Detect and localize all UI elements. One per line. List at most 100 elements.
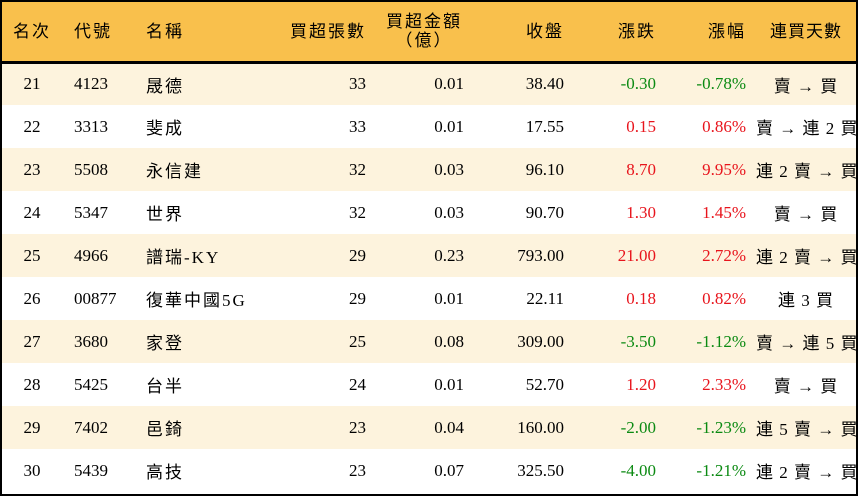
- cell-name: 高技: [146, 463, 184, 482]
- cell-consecutive-days: 連 3 買: [778, 291, 834, 310]
- table-row: 21 4123 晟德 33 0.01 38.40 -0.30 -0.78% 賣 → 買: [2, 62, 856, 105]
- cell-change-pct: 2.33%: [702, 374, 746, 394]
- cell-net-buy-lots: 29: [349, 245, 366, 265]
- cell-net-buy-amount: 0.01: [434, 374, 464, 394]
- cell-net-buy-lots: 33: [349, 116, 366, 136]
- cell-rank: 26: [23, 288, 41, 308]
- cell-consecutive-days: 賣 → 買: [773, 377, 839, 396]
- table-row: 23 5508 永信建 32 0.03 96.10 8.70 9.95% 連 2 賣 → 買: [2, 148, 858, 191]
- cell-code: 5508: [74, 159, 108, 179]
- cell-close: 325.50: [517, 460, 564, 480]
- cell-change-pct: 0.86%: [702, 116, 746, 136]
- cell-rank: 22: [23, 116, 41, 136]
- header-row: 名次 代號 名稱 買超張數 買超金額 （億） 收盤 漲跌 漲幅 連買天數: [2, 2, 856, 62]
- cell-close: 22.11: [526, 288, 564, 308]
- header-rank: 名次: [13, 21, 51, 41]
- cell-change-pct: 2.72%: [702, 245, 746, 265]
- cell-change: -2.00: [620, 417, 656, 437]
- header-name: 名稱: [146, 21, 184, 41]
- table-row: 28 5425 台半 24 0.01 52.70 1.20 2.33% 賣 → 買: [2, 363, 856, 406]
- cell-net-buy-lots: 29: [349, 288, 366, 308]
- table-row: 25 4966 譜瑞-KY 29 0.23 793.00 21.00 2.72% 連 2 賣 →…: [2, 234, 858, 277]
- cell-consecutive-days: 賣 → 連 2 買: [756, 119, 858, 138]
- cell-consecutive-days: 賣 → 買: [773, 76, 839, 96]
- table-row: 29 7402 邑錡 23 0.04 160.00 -2.00 -1.23% 連 5 賣 → 買: [2, 406, 858, 449]
- cell-rank: 28: [23, 374, 41, 394]
- cell-net-buy-amount: 0.01: [434, 116, 464, 136]
- header-net-buy-lots: 買超張數: [290, 21, 366, 41]
- table-row: 27 3680 家登 25 0.08 309.00 -3.50 -1.12% 賣 → 連 5 買: [2, 320, 858, 363]
- cell-change: 0.18: [626, 288, 656, 308]
- table-header: 名次 代號 名稱 買超張數 買超金額 （億） 收盤 漲跌 漲幅 連買天數: [2, 2, 856, 62]
- cell-name: 譜瑞-KY: [146, 248, 221, 267]
- cell-code: 3680: [74, 331, 108, 351]
- cell-net-buy-lots: 33: [349, 74, 366, 94]
- cell-close: 793.00: [517, 245, 564, 265]
- cell-code: 3313: [74, 116, 108, 136]
- cell-consecutive-days: 連 2 賣 → 買: [756, 463, 858, 482]
- header-net-buy-amount-line2: （億）: [395, 31, 453, 51]
- header-change: 漲跌: [618, 21, 656, 41]
- cell-change: 21.00: [617, 245, 656, 265]
- cell-rank: 29: [23, 417, 41, 437]
- cell-change-pct: -1.23%: [696, 417, 746, 437]
- cell-change-pct: 9.95%: [702, 159, 746, 179]
- cell-change-pct: -0.78%: [696, 74, 746, 94]
- cell-code: 5425: [74, 374, 108, 394]
- cell-change-pct: -1.12%: [696, 331, 746, 351]
- cell-close: 160.00: [517, 417, 564, 437]
- cell-rank: 23: [23, 159, 41, 179]
- cell-rank: 30: [23, 460, 41, 480]
- header-consecutive-days: 連買天數: [770, 21, 842, 41]
- cell-code: 00877: [74, 288, 117, 308]
- cell-consecutive-days: 連 5 賣 → 買: [756, 420, 858, 439]
- cell-close: 38.40: [525, 74, 564, 94]
- cell-name: 世界: [146, 205, 184, 224]
- cell-rank: 24: [23, 202, 41, 222]
- cell-net-buy-lots: 23: [349, 417, 366, 437]
- cell-name: 晟德: [146, 76, 184, 96]
- cell-change: 0.15: [626, 116, 656, 136]
- cell-net-buy-amount: 0.23: [434, 245, 464, 265]
- cell-net-buy-lots: 32: [349, 159, 366, 179]
- header-change-pct: 漲幅: [708, 21, 746, 41]
- cell-net-buy-amount: 0.03: [434, 159, 464, 179]
- cell-name: 永信建: [146, 162, 203, 181]
- cell-name: 台半: [146, 377, 184, 396]
- cell-close: 90.70: [525, 202, 564, 222]
- table-body: 21 4123 晟德 33 0.01 38.40 -0.30 -0.78% 賣 → 買 22 331…: [2, 62, 858, 492]
- cell-change-pct: 0.82%: [702, 288, 746, 308]
- cell-change: 1.20: [626, 374, 656, 394]
- cell-change: 1.30: [626, 202, 656, 222]
- table-row: 22 3313 斐成 33 0.01 17.55 0.15 0.86% 賣 → 連 2 買: [2, 105, 858, 148]
- cell-net-buy-amount: 0.01: [434, 288, 464, 308]
- cell-net-buy-lots: 23: [349, 460, 366, 480]
- cell-close: 309.00: [517, 331, 564, 351]
- cell-name: 斐成: [146, 119, 184, 138]
- header-net-buy-amount-line1: 買超金額: [386, 12, 462, 32]
- cell-close: 52.70: [525, 374, 564, 394]
- cell-change: -3.50: [620, 331, 656, 351]
- cell-rank: 21: [23, 74, 41, 94]
- cell-code: 5347: [74, 202, 108, 222]
- header-code: 代號: [74, 21, 112, 41]
- cell-name: 邑錡: [146, 420, 184, 439]
- header-close: 收盤: [526, 21, 564, 41]
- table-row: 24 5347 世界 32 0.03 90.70 1.30 1.45% 賣 → 買: [2, 191, 856, 234]
- cell-code: 7402: [74, 417, 108, 437]
- table-row: 30 5439 高技 23 0.07 325.50 -4.00 -1.21% 連 2 賣 → 買: [2, 449, 858, 492]
- cell-change: -4.00: [620, 460, 656, 480]
- cell-name: 復華中國5G: [146, 291, 247, 310]
- cell-consecutive-days: 賣 → 買: [773, 205, 839, 224]
- cell-consecutive-days: 連 2 賣 → 買: [756, 248, 858, 267]
- cell-change-pct: -1.21%: [696, 460, 746, 480]
- cell-code: 4123: [74, 74, 108, 94]
- cell-change: 8.70: [626, 159, 656, 179]
- cell-net-buy-amount: 0.04: [434, 417, 464, 437]
- cell-net-buy-lots: 24: [349, 374, 366, 394]
- cell-name: 家登: [146, 334, 184, 353]
- table-row: 26 00877 復華中國5G 29 0.01 22.11 0.18 0.82% 連 3 買: [2, 277, 856, 320]
- cell-change-pct: 1.45%: [702, 202, 746, 222]
